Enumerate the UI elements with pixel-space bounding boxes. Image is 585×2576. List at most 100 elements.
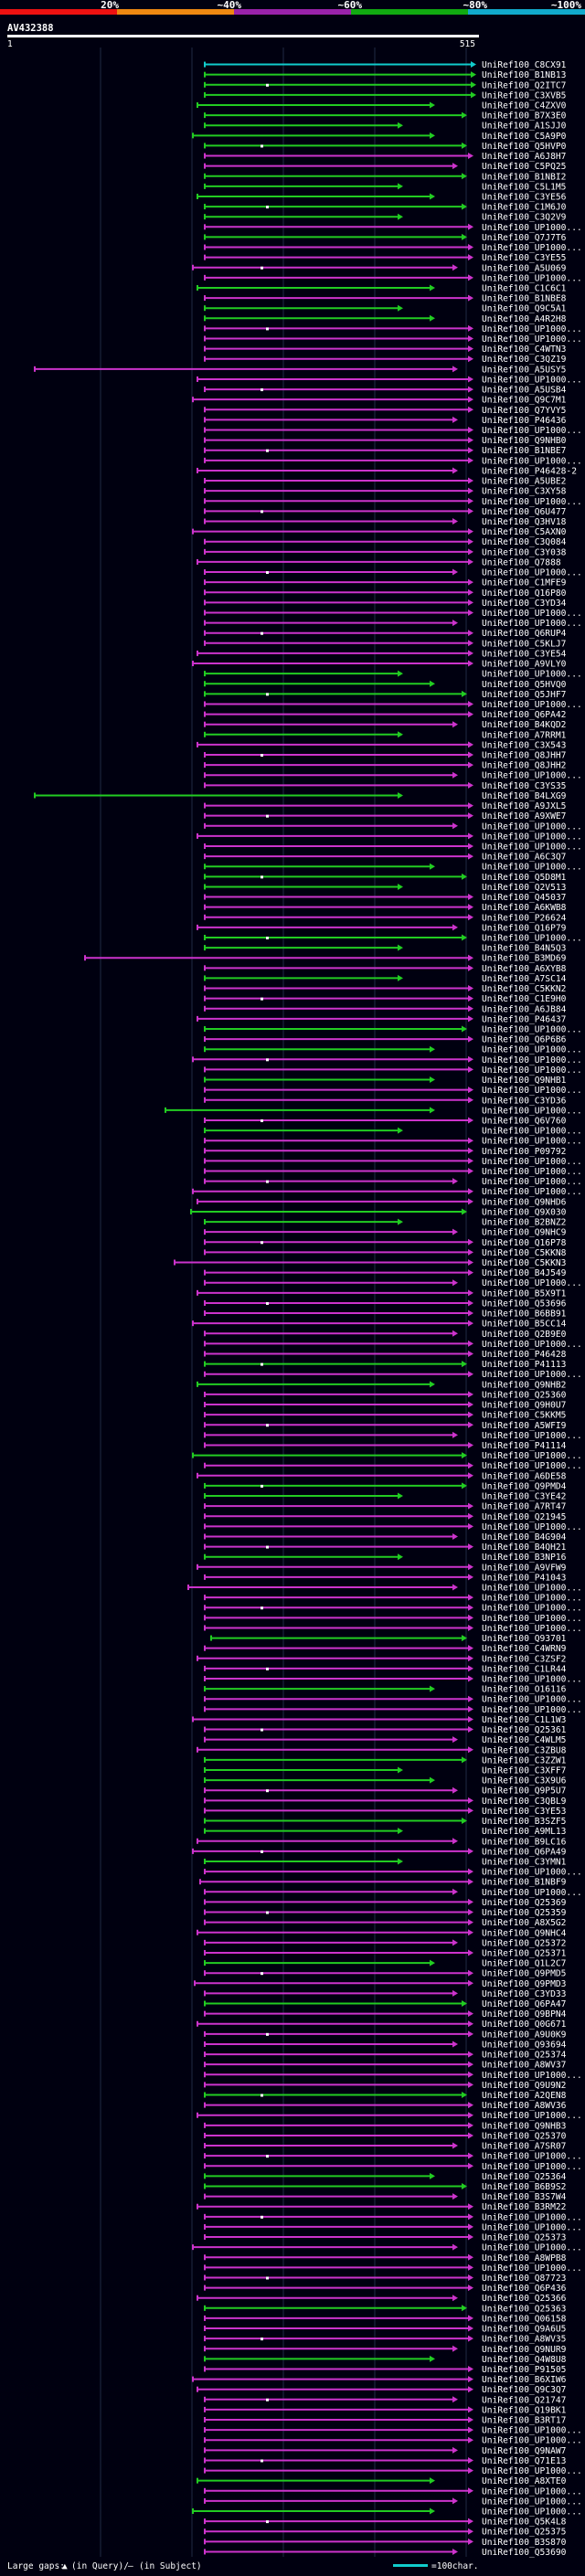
subject-label[interactable]: UniRef100_A8X5G2 bbox=[482, 1918, 566, 1928]
subject-label[interactable]: UniRef100_C3X543 bbox=[482, 740, 567, 750]
subject-label[interactable]: UniRef100_Q6P436 bbox=[482, 2284, 567, 2294]
subject-label[interactable]: UniRef100_UP1000... bbox=[482, 243, 582, 253]
subject-label[interactable]: UniRef100_A8WV37 bbox=[482, 2061, 567, 2071]
subject-label[interactable]: UniRef100_A7SC14 bbox=[482, 974, 567, 984]
subject-label[interactable]: UniRef100_C3ZSF2 bbox=[482, 1654, 566, 1664]
subject-label[interactable]: UniRef100_C3YD34 bbox=[482, 599, 567, 609]
subject-label[interactable]: UniRef100_Q25360 bbox=[482, 1390, 567, 1400]
subject-label[interactable]: UniRef100_Q9C3Q7 bbox=[482, 2385, 567, 2395]
subject-label[interactable]: UniRef100_Q06158 bbox=[482, 2314, 567, 2324]
subject-label[interactable]: UniRef100_Q9NHB2 bbox=[482, 1380, 566, 1390]
subject-label[interactable]: UniRef100_UP1000... bbox=[482, 1614, 582, 1624]
subject-label[interactable]: UniRef100_A8WV36 bbox=[482, 2101, 567, 2111]
subject-label[interactable]: UniRef100_Q25375 bbox=[482, 2528, 566, 2538]
subject-label[interactable]: UniRef100_Q9NHB0 bbox=[482, 436, 567, 446]
subject-label[interactable]: UniRef100_B3S870 bbox=[482, 2538, 567, 2548]
subject-label[interactable]: UniRef100_A8WV35 bbox=[482, 2335, 566, 2345]
subject-label[interactable]: UniRef100_C3Q084 bbox=[482, 537, 567, 547]
subject-label[interactable]: UniRef100_B1NBF9 bbox=[482, 1878, 567, 1888]
subject-label[interactable]: UniRef100_Q93694 bbox=[482, 2040, 567, 2050]
subject-label[interactable]: UniRef100_Q25361 bbox=[482, 1725, 567, 1735]
subject-label[interactable]: UniRef100_Q25372 bbox=[482, 1938, 566, 1948]
subject-label[interactable]: UniRef100_Q7YVY5 bbox=[482, 406, 566, 416]
subject-label[interactable]: UniRef100_UP1000... bbox=[482, 2152, 582, 2162]
subject-label[interactable]: UniRef100_UP1000... bbox=[482, 1624, 582, 1634]
subject-label[interactable]: UniRef100_Q1L2C7 bbox=[482, 1959, 567, 1969]
subject-label[interactable]: UniRef100_UP1000... bbox=[482, 1127, 582, 1137]
subject-label[interactable]: UniRef100_C4WTN3 bbox=[482, 345, 567, 355]
subject-label[interactable]: UniRef100_Q5HVP0 bbox=[482, 142, 567, 152]
subject-label[interactable]: UniRef100_Q9NHB3 bbox=[482, 2121, 567, 2131]
subject-label[interactable]: UniRef100_Q21747 bbox=[482, 2395, 567, 2405]
subject-label[interactable]: UniRef100_UP1000... bbox=[482, 609, 582, 619]
subject-label[interactable]: UniRef100_Q9P5U7 bbox=[482, 1786, 567, 1797]
subject-label[interactable]: UniRef100_Q45037 bbox=[482, 893, 567, 903]
subject-label[interactable]: UniRef100_UP1000... bbox=[482, 1868, 582, 1878]
subject-label[interactable]: UniRef100_A9ML13 bbox=[482, 1827, 567, 1837]
subject-label[interactable]: UniRef100_Q25374 bbox=[482, 2051, 567, 2061]
subject-label[interactable]: UniRef100_Q9PMD5 bbox=[482, 1969, 566, 1979]
subject-label[interactable]: UniRef100_UP1000... bbox=[482, 2162, 582, 2172]
subject-label[interactable]: UniRef100_UP1000... bbox=[482, 1187, 582, 1197]
subject-label[interactable]: UniRef100_UP1000... bbox=[482, 2111, 582, 2121]
subject-label[interactable]: UniRef100_UP1000... bbox=[482, 670, 582, 680]
subject-label[interactable]: UniRef100_B1NBE8 bbox=[482, 294, 567, 304]
subject-label[interactable]: UniRef100_Q3HV18 bbox=[482, 517, 567, 527]
subject-label[interactable]: UniRef100_UP1000... bbox=[482, 832, 582, 842]
subject-label[interactable]: UniRef100_Q9NAW7 bbox=[482, 2446, 567, 2456]
subject-label[interactable]: UniRef100_Q19BK1 bbox=[482, 2405, 567, 2415]
subject-label[interactable]: UniRef100_P46428 bbox=[482, 1350, 567, 1360]
subject-label[interactable]: UniRef100_UP1000... bbox=[482, 1695, 582, 1705]
subject-label[interactable]: UniRef100_UP1000... bbox=[482, 1045, 582, 1055]
subject-label[interactable]: UniRef100_B1NBE7 bbox=[482, 446, 567, 456]
subject-label[interactable]: UniRef100_Q2V513 bbox=[482, 883, 567, 893]
subject-label[interactable]: UniRef100_UP1000... bbox=[482, 1522, 582, 1532]
subject-label[interactable]: UniRef100_Q6RUP4 bbox=[482, 629, 567, 639]
subject-label[interactable]: UniRef100_Q9C7M1 bbox=[482, 396, 567, 406]
subject-label[interactable]: UniRef100_Q71E13 bbox=[482, 2456, 567, 2466]
subject-label[interactable]: UniRef100_C4ZXV0 bbox=[482, 101, 567, 111]
subject-label[interactable]: UniRef100_UP1000... bbox=[482, 1461, 582, 1471]
subject-label[interactable]: UniRef100_UP1000... bbox=[482, 273, 582, 283]
subject-label[interactable]: UniRef100_UP1000... bbox=[482, 2071, 582, 2081]
subject-label[interactable]: UniRef100_UP1000... bbox=[482, 700, 582, 710]
subject-label[interactable]: UniRef100_C1M6J0 bbox=[482, 203, 567, 213]
subject-label[interactable]: UniRef100_UP1000... bbox=[482, 2507, 582, 2518]
subject-label[interactable]: UniRef100_Q4W8U8 bbox=[482, 2355, 567, 2365]
subject-label[interactable]: UniRef100_Q8JHH2 bbox=[482, 761, 566, 771]
subject-label[interactable]: UniRef100_UP1000... bbox=[482, 1888, 582, 1898]
subject-label[interactable]: UniRef100_UP1000... bbox=[482, 324, 582, 334]
subject-label[interactable]: UniRef100_A5USY5 bbox=[482, 365, 566, 375]
subject-label[interactable]: UniRef100_Q6P6B6 bbox=[482, 1035, 567, 1045]
subject-label[interactable]: UniRef100_C3QZ19 bbox=[482, 355, 567, 365]
subject-label[interactable]: UniRef100_B1NB13 bbox=[482, 70, 567, 80]
subject-label[interactable]: UniRef100_Q6U477 bbox=[482, 507, 567, 517]
subject-label[interactable]: UniRef100_Q53690 bbox=[482, 2548, 567, 2558]
subject-label[interactable]: UniRef100_Q8JHH7 bbox=[482, 751, 567, 761]
subject-label[interactable]: UniRef100_UP1000... bbox=[482, 1705, 582, 1715]
subject-label[interactable]: UniRef100_Q16P80 bbox=[482, 588, 567, 599]
subject-label[interactable]: UniRef100_Q9NHB1 bbox=[482, 1076, 567, 1086]
subject-label[interactable]: UniRef100_A6KWB8 bbox=[482, 903, 567, 913]
subject-label[interactable]: UniRef100_B9LC16 bbox=[482, 1837, 567, 1847]
subject-label[interactable]: UniRef100_B3RM22 bbox=[482, 2202, 566, 2212]
subject-label[interactable]: UniRef100_B3RT17 bbox=[482, 2416, 567, 2426]
subject-label[interactable]: UniRef100_UP1000... bbox=[482, 822, 582, 832]
subject-label[interactable]: UniRef100_C1MFE9 bbox=[482, 578, 567, 588]
subject-label[interactable]: UniRef100_B4LXG9 bbox=[482, 791, 567, 801]
subject-label[interactable]: UniRef100_A9JXL5 bbox=[482, 801, 566, 811]
subject-label[interactable]: UniRef100_Q9NHC9 bbox=[482, 1228, 567, 1238]
subject-label[interactable]: UniRef100_Q6PA49 bbox=[482, 1847, 567, 1857]
subject-label[interactable]: UniRef100_C3X9U6 bbox=[482, 1776, 567, 1786]
subject-label[interactable]: UniRef100_Q9C5A1 bbox=[482, 304, 567, 314]
subject-label[interactable]: UniRef100_A5WFI9 bbox=[482, 1421, 567, 1431]
subject-label[interactable]: UniRef100_C3XFF7 bbox=[482, 1765, 567, 1776]
subject-label[interactable]: UniRef100_Q53696 bbox=[482, 1299, 567, 1309]
subject-label[interactable]: UniRef100_P41113 bbox=[482, 1360, 567, 1370]
subject-label[interactable]: UniRef100_Q25364 bbox=[482, 2172, 567, 2182]
subject-label[interactable]: UniRef100_Q9X030 bbox=[482, 1207, 567, 1217]
subject-label[interactable]: UniRef100_C3XY58 bbox=[482, 487, 567, 497]
subject-label[interactable]: UniRef100_P46437 bbox=[482, 1014, 567, 1024]
subject-label[interactable]: UniRef100_UP1000... bbox=[482, 1584, 582, 1594]
subject-label[interactable]: UniRef100_A9VLY0 bbox=[482, 660, 567, 670]
